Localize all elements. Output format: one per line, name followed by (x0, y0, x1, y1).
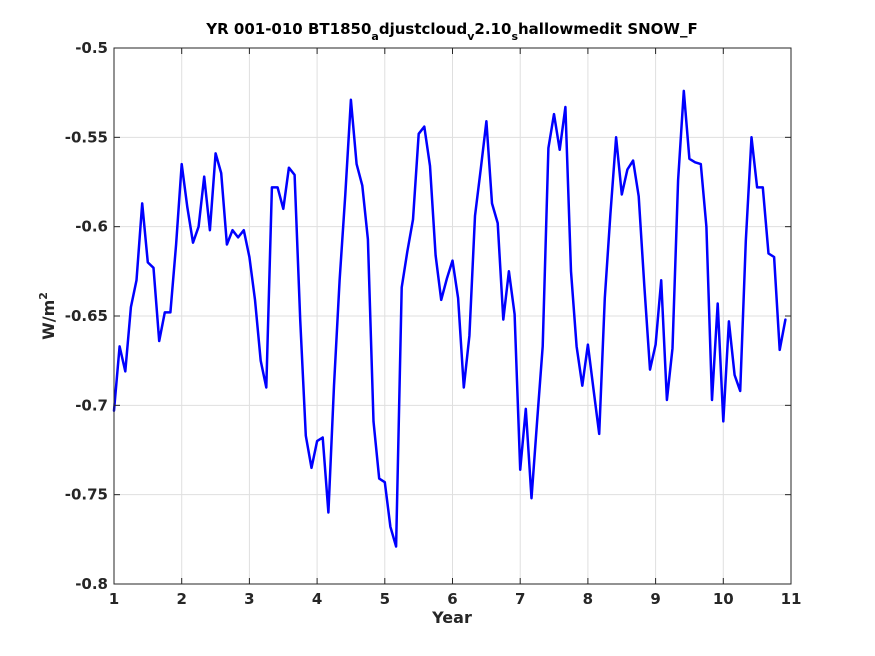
y-tick-label: -0.5 (75, 39, 108, 57)
series-line (112, 89, 787, 548)
y-tick-label: -0.65 (65, 307, 108, 325)
x-tick-label: 8 (583, 590, 593, 608)
x-tick-label: 2 (176, 590, 186, 608)
x-tick-label: 10 (713, 590, 734, 608)
axes: 1 2 3 4 5 6 7 8 9 10 11 -0.5 -0.55 -0.6 -0.65 -0.7 -0.75… (65, 39, 802, 608)
y-tick-label: -0.75 (65, 486, 108, 504)
data-layer (112, 89, 787, 548)
x-tick-label: 4 (312, 590, 322, 608)
x-axis-label: Year (431, 608, 472, 627)
y-tick-label: -0.8 (75, 575, 108, 593)
x-tick-label: 5 (380, 590, 390, 608)
x-tick-label: 1 (109, 590, 119, 608)
y-tick-label: -0.6 (75, 218, 108, 236)
x-tick-label: 7 (515, 590, 525, 608)
y-tick-label: -0.7 (75, 396, 108, 414)
y-axis-label: W/m2 (37, 292, 58, 340)
x-tick-label: 6 (447, 590, 457, 608)
x-tick-label: 9 (650, 590, 660, 608)
x-tick-label: 11 (781, 590, 802, 608)
chart-title: YR 001-010 BT1850adjustcloudv2.10shallow… (205, 20, 697, 43)
x-tick-label: 3 (244, 590, 254, 608)
y-tick-label: -0.55 (65, 128, 108, 146)
